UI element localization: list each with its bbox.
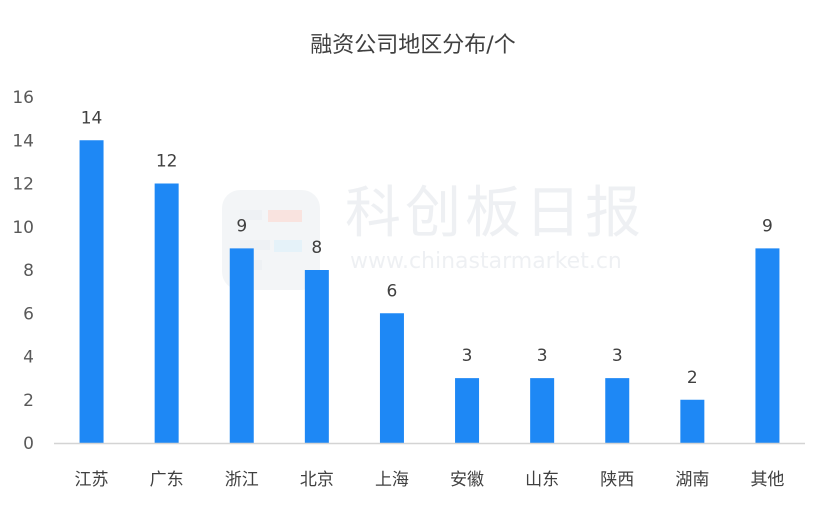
x-tick-label: 上海 xyxy=(375,470,409,490)
y-axis: 0 2 4 6 8 10 12 14 16 xyxy=(12,88,34,454)
watermark-logo-block xyxy=(274,240,302,252)
x-tick-label: 其他 xyxy=(750,470,784,490)
bar xyxy=(530,378,555,443)
bar xyxy=(455,378,480,443)
bar xyxy=(605,378,630,443)
data-label: 9 xyxy=(762,216,773,236)
bar xyxy=(79,140,104,443)
y-tick-label: 12 xyxy=(12,175,34,195)
y-tick-label: 6 xyxy=(23,304,34,324)
data-label: 9 xyxy=(236,216,247,236)
bar xyxy=(680,399,705,443)
x-tick-label: 陕西 xyxy=(600,470,634,490)
chart-title: 融资公司地区分布/个 xyxy=(310,33,515,58)
watermark-url: www.chinastarmarket.cn xyxy=(350,249,622,274)
y-tick-label: 10 xyxy=(12,218,34,238)
y-tick-label: 4 xyxy=(23,348,34,368)
data-label: 2 xyxy=(687,368,698,388)
data-label: 3 xyxy=(612,346,623,366)
data-label: 3 xyxy=(462,346,473,366)
bars: 14 12 9 8 6 3 3 3 2 9 xyxy=(79,108,780,443)
bar xyxy=(304,270,329,443)
x-tick-label: 山东 xyxy=(525,470,559,490)
y-tick-label: 0 xyxy=(23,434,34,454)
bar xyxy=(755,248,780,443)
x-tick-label: 湖南 xyxy=(675,470,709,490)
bar xyxy=(379,313,404,443)
watermark: 科创板日报 www.chinastarmarket.cn xyxy=(222,181,645,290)
watermark-name: 科创板日报 xyxy=(345,181,645,246)
x-tick-label: 广东 xyxy=(150,470,184,490)
x-axis: 江苏 广东 浙江 北京 上海 安徽 山东 陕西 湖南 其他 xyxy=(75,470,785,490)
data-label: 8 xyxy=(311,238,322,258)
x-tick-label: 浙江 xyxy=(225,470,259,490)
data-label: 12 xyxy=(156,152,178,172)
y-tick-label: 2 xyxy=(23,391,34,411)
y-tick-label: 8 xyxy=(23,261,34,281)
data-label: 3 xyxy=(537,346,548,366)
y-tick-label: 16 xyxy=(12,88,34,108)
watermark-logo-block xyxy=(240,210,262,220)
x-tick-label: 江苏 xyxy=(75,470,109,490)
watermark-logo-block xyxy=(240,240,270,250)
data-label: 6 xyxy=(387,281,398,301)
bar xyxy=(154,183,179,443)
watermark-logo-block xyxy=(268,210,302,222)
y-tick-label: 14 xyxy=(12,131,34,151)
data-label: 14 xyxy=(81,108,103,128)
bar xyxy=(229,248,254,443)
x-tick-label: 安徽 xyxy=(450,470,484,490)
x-tick-label: 北京 xyxy=(300,470,334,490)
